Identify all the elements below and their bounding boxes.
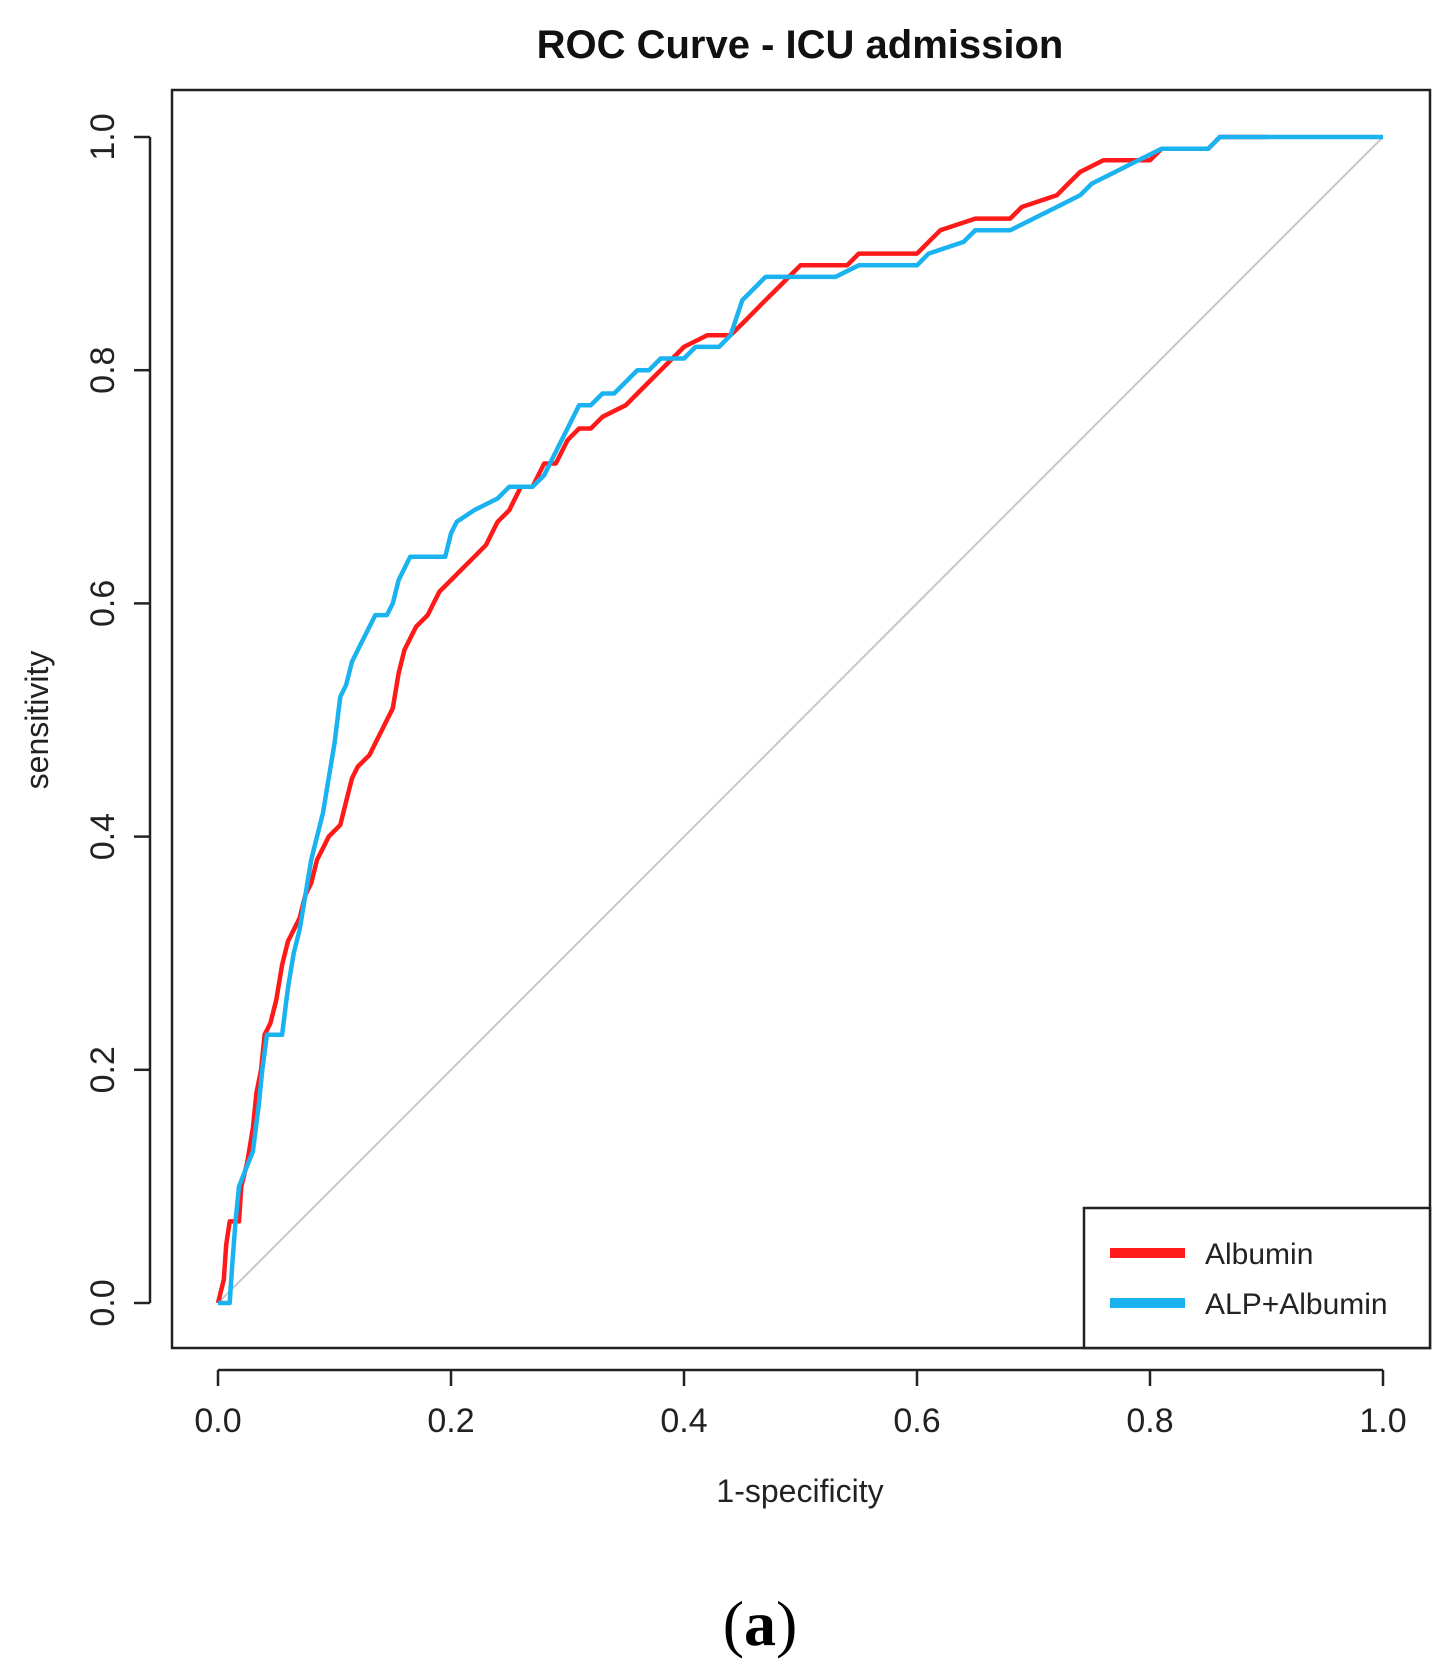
series-group bbox=[215, 134, 1383, 1306]
x-tick-label: 0.6 bbox=[893, 1402, 940, 1440]
x-tick-label: 0.0 bbox=[194, 1402, 241, 1440]
legend-box bbox=[1082, 1206, 1432, 1350]
x-tick-label: 1.0 bbox=[1359, 1402, 1406, 1440]
figure-caption: (a) bbox=[723, 1588, 798, 1659]
caption-close-paren: ) bbox=[776, 1588, 797, 1659]
y-tick-label: 1.0 bbox=[84, 113, 122, 160]
caption-open-paren: ( bbox=[723, 1588, 744, 1659]
x-tick-label: 0.4 bbox=[660, 1402, 707, 1440]
reference-diagonal-line bbox=[217, 136, 1384, 1304]
y-tick-label: 0.4 bbox=[84, 813, 122, 860]
y-tick-label: 0.8 bbox=[84, 347, 122, 394]
caption-letter: a bbox=[744, 1588, 776, 1659]
y-tick-label: 0.6 bbox=[84, 580, 122, 627]
roc-curve-albumin bbox=[215, 134, 1267, 1304]
chart-title: ROC Curve - ICU admission bbox=[537, 23, 1064, 67]
roc-curve-alp-albumin bbox=[218, 134, 1383, 1306]
axes: 0.0 0.2 0.4 0.6 0.8 1.0 0.0 0.2 0.4 0.6 0.8 1.0 bbox=[84, 113, 1407, 1440]
legend: Albumin ALP+Albumin bbox=[1082, 1206, 1432, 1350]
legend-label-alp-albumin: ALP+Albumin bbox=[1205, 1288, 1388, 1321]
y-axis-label: sensitivity bbox=[19, 651, 55, 790]
y-tick-label: 0.2 bbox=[84, 1046, 122, 1093]
x-tick-label: 0.2 bbox=[427, 1402, 474, 1440]
x-axis-label: 1-specificity bbox=[716, 1473, 883, 1509]
x-tick-label: 0.8 bbox=[1126, 1402, 1173, 1440]
reference-line bbox=[217, 136, 1384, 1304]
y-tick-label: 0.0 bbox=[84, 1279, 122, 1326]
legend-label-albumin: Albumin bbox=[1205, 1238, 1313, 1271]
